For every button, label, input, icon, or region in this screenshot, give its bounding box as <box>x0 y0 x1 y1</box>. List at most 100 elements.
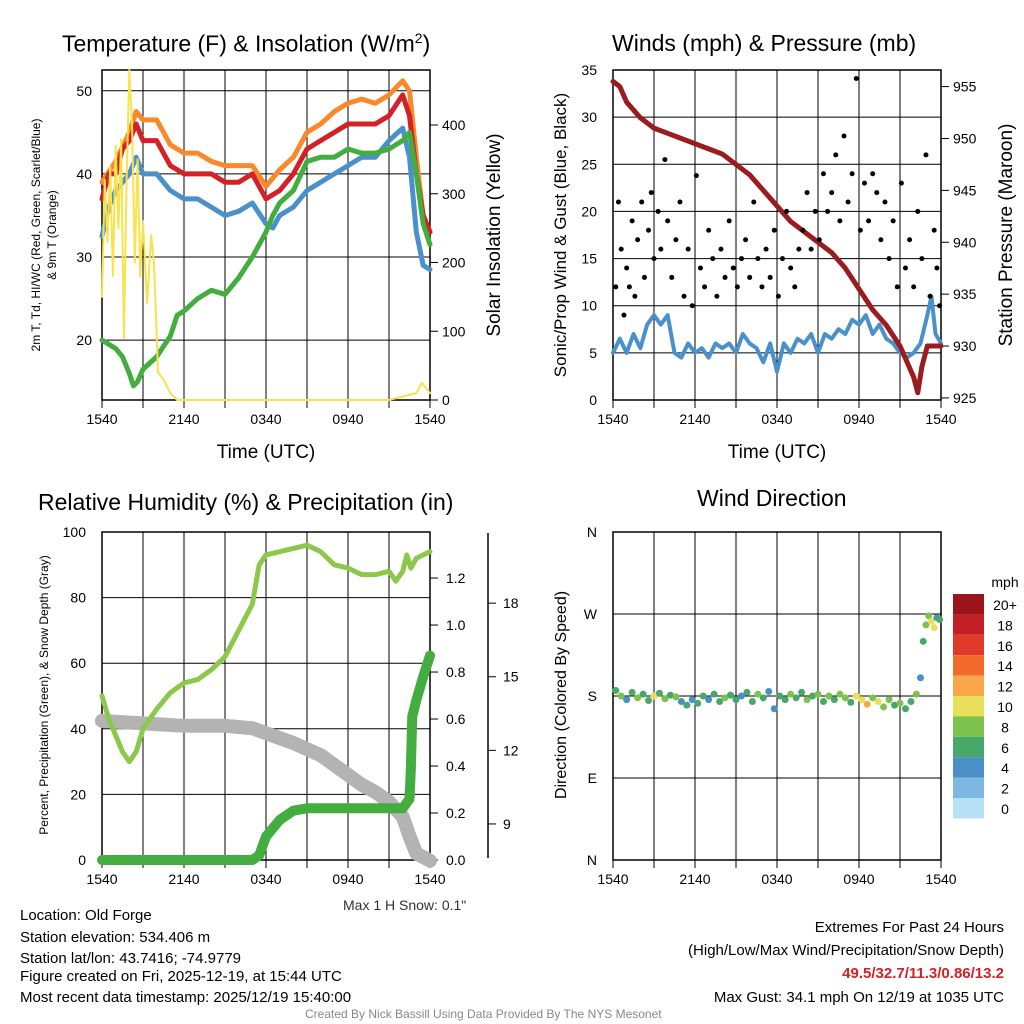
x-tick-label: 0340 <box>761 871 792 887</box>
precip-tick-label: 1.2 <box>446 570 466 586</box>
gust-point <box>927 293 933 299</box>
precip-tick-label: 0.4 <box>446 758 466 774</box>
gust-point <box>779 256 785 262</box>
direction-point <box>645 697 653 705</box>
gust-point <box>804 190 810 196</box>
direction-point <box>836 690 844 698</box>
panel-title-direction: Wind Direction <box>697 485 847 511</box>
y-tick-label: 5 <box>589 345 597 361</box>
y2-tick-label: 955 <box>953 79 977 95</box>
precip-tick-label: 0.8 <box>446 664 466 680</box>
y-tick-label: 20 <box>70 786 86 802</box>
y-tick-label: 20 <box>581 203 597 219</box>
y-axis-label: & 9m T (Orange) <box>45 190 59 280</box>
x-tick-label: 0940 <box>843 411 874 427</box>
legend-label: 6 <box>1001 740 1009 756</box>
direction-point <box>907 697 915 705</box>
gust-point <box>792 284 798 290</box>
legend-swatch <box>953 696 984 717</box>
y-tick-label: 40 <box>76 166 92 182</box>
x-tick-label: 0340 <box>250 871 281 887</box>
x-tick-label: 1540 <box>414 871 445 887</box>
gust-point <box>775 293 781 299</box>
extremes-values: 49.5/32.7/11.3/0.86/13.2 <box>842 965 1004 982</box>
y2-tick-label: 930 <box>953 338 977 354</box>
direction-point <box>874 697 882 705</box>
y2-tick-label: 945 <box>953 182 977 198</box>
gust-point <box>866 218 872 224</box>
gust-point <box>759 284 765 290</box>
gust-point <box>681 293 687 299</box>
precip-tick-label: 0.6 <box>446 711 466 727</box>
gust-point <box>689 303 695 309</box>
series-2m-t <box>99 92 433 235</box>
gust-point <box>857 227 863 233</box>
gust-point <box>655 208 661 214</box>
gust-point <box>763 246 769 252</box>
x-tick-label: 1540 <box>925 871 956 887</box>
gust-point <box>788 265 794 271</box>
y2-tick-label: 200 <box>442 255 466 271</box>
y-tick-label: 10 <box>581 298 597 314</box>
gust-point <box>812 208 818 214</box>
gust-point <box>669 274 675 280</box>
gust-point <box>886 256 892 262</box>
y-tick-label: 100 <box>63 524 87 540</box>
legend-label: 12 <box>997 679 1013 695</box>
extremes-subtitle: (High/Low/Max Wind/Precipitation/Snow De… <box>688 942 1004 959</box>
gust-point <box>911 284 917 290</box>
x-tick-label: 1540 <box>597 411 628 427</box>
y-tick-label: E <box>588 770 597 786</box>
y2-tick-label: 925 <box>953 390 977 406</box>
gust-point <box>882 199 888 205</box>
elevation-text: Station elevation: 534.406 m <box>20 929 211 946</box>
legend-label: 20+ <box>993 597 1017 613</box>
latlon-text: Station lat/lon: 43.7416; -74.9779 <box>20 950 242 967</box>
gust-point <box>853 75 859 81</box>
direction-point <box>863 700 871 708</box>
y-tick-label: 20 <box>76 332 92 348</box>
x-tick-label: 2140 <box>168 871 199 887</box>
gust-point <box>710 256 716 262</box>
gust-point <box>934 265 940 271</box>
direction-point <box>936 615 944 623</box>
series-station-pressure <box>610 78 944 396</box>
legend-swatch <box>953 614 984 635</box>
gust-point <box>833 152 839 158</box>
gust-point <box>829 190 835 196</box>
direction-point <box>612 687 620 695</box>
gust-point <box>874 190 880 196</box>
gust-point <box>665 218 671 224</box>
y2-axis-label: Solar Insolation (Yellow) <box>484 133 505 336</box>
gust-point <box>902 265 908 271</box>
direction-point <box>917 674 924 682</box>
y-tick-label: 30 <box>581 109 597 125</box>
legend-swatch <box>953 634 984 656</box>
direction-point <box>721 694 729 702</box>
panel-title-rh: Relative Humidity (%) & Precipitation (i… <box>38 489 454 515</box>
direction-point <box>792 694 800 702</box>
gust-point <box>861 180 867 186</box>
gust-point <box>734 284 740 290</box>
direction-point <box>743 688 751 696</box>
y-tick-label: 50 <box>76 83 92 99</box>
gust-point <box>931 227 937 233</box>
y-axis-label: Direction (Colored By Speed) <box>553 591 570 799</box>
gust-point <box>808 246 814 252</box>
direction-point <box>677 697 685 705</box>
y-tick-label: 25 <box>581 156 597 172</box>
gust-point <box>755 256 761 262</box>
direction-point <box>858 696 866 704</box>
gust-point <box>937 303 943 309</box>
y-tick-label: 60 <box>70 655 86 671</box>
y2-tick-label: 300 <box>442 186 466 202</box>
gust-point <box>870 171 876 177</box>
direction-point <box>852 692 860 700</box>
gust-point <box>738 256 744 262</box>
x-tick-label: 2140 <box>679 871 710 887</box>
gust-point <box>747 274 753 280</box>
gust-point <box>697 265 703 271</box>
legend-label: 14 <box>997 658 1013 674</box>
direction-point <box>927 617 935 625</box>
